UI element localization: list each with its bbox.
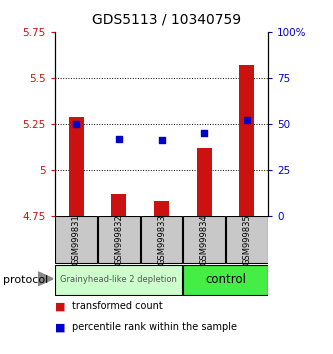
- Text: protocol: protocol: [3, 275, 49, 285]
- Text: control: control: [205, 273, 246, 286]
- Bar: [226, 216, 268, 263]
- Bar: [183, 265, 268, 295]
- Text: GSM999832: GSM999832: [114, 215, 124, 265]
- Bar: [239, 65, 254, 216]
- Bar: [154, 201, 169, 216]
- Bar: [183, 216, 225, 263]
- Bar: [141, 216, 182, 263]
- Text: GSM999833: GSM999833: [157, 215, 166, 265]
- Text: Grainyhead-like 2 depletion: Grainyhead-like 2 depletion: [61, 275, 177, 284]
- Point: [244, 118, 249, 123]
- Text: percentile rank within the sample: percentile rank within the sample: [72, 322, 236, 332]
- Bar: [197, 148, 211, 216]
- Text: ■: ■: [55, 322, 66, 332]
- Bar: [98, 216, 140, 263]
- Text: GDS5113 / 10340759: GDS5113 / 10340759: [92, 12, 241, 27]
- Text: GSM999834: GSM999834: [199, 215, 209, 265]
- Bar: [112, 194, 126, 216]
- Point: [201, 130, 207, 136]
- Text: ■: ■: [55, 301, 66, 311]
- Point: [74, 121, 79, 127]
- Text: GSM999835: GSM999835: [242, 215, 251, 265]
- Polygon shape: [38, 272, 53, 286]
- Bar: [55, 216, 97, 263]
- Text: transformed count: transformed count: [72, 301, 163, 311]
- Bar: [55, 265, 182, 295]
- Point: [116, 136, 122, 142]
- Point: [159, 138, 164, 143]
- Text: GSM999831: GSM999831: [72, 215, 81, 265]
- Bar: [69, 116, 84, 216]
